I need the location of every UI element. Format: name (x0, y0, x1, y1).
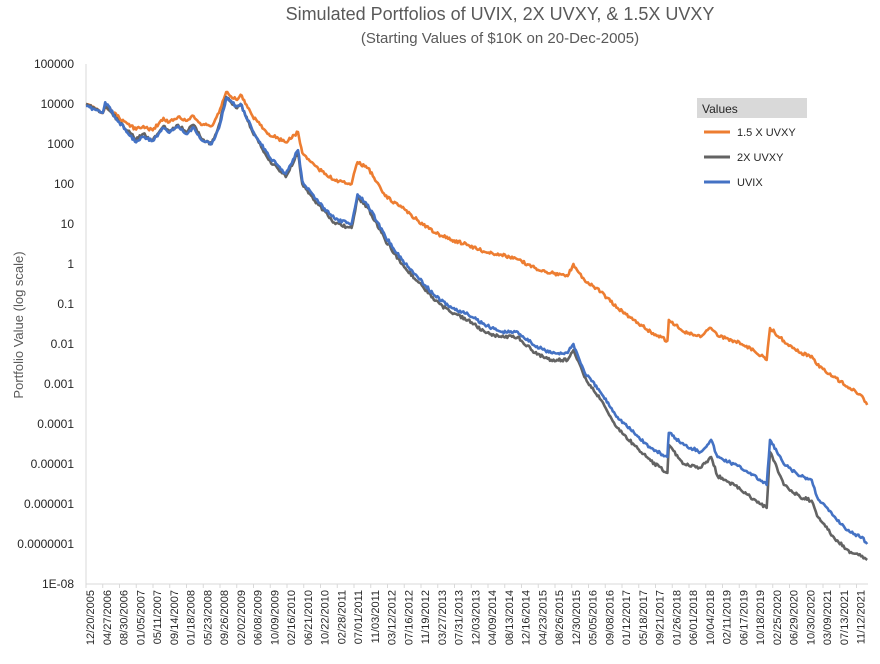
x-tick-label: 07/16/2012 (403, 590, 415, 645)
x-tick-label: 08/26/2015 (554, 590, 566, 645)
y-tick-label: 0.0000001 (17, 537, 74, 551)
x-tick-label: 10/30/2020 (805, 590, 817, 645)
x-tick-label: 02/16/2010 (286, 590, 298, 645)
y-tick-label: 0.00001 (31, 457, 75, 471)
x-tick-label: 12/20/2005 (85, 590, 97, 645)
series-line-1-5-x-uvxy (85, 90, 869, 406)
x-tick-label: 11/12/2021 (856, 590, 868, 644)
x-tick-label: 04/23/2015 (537, 590, 549, 645)
x-tick-label: 12/16/2014 (521, 590, 533, 645)
x-tick-label: 06/21/2010 (303, 590, 315, 645)
y-tick-label: 1E-08 (42, 577, 74, 591)
y-tick-label: 0.1 (57, 297, 74, 311)
x-tick-label: 12/30/2015 (571, 590, 583, 645)
legend: Values 1.5 X UVXY 2X UVXY UVIX (697, 98, 807, 189)
x-tick-label: 10/04/2018 (705, 590, 717, 645)
x-tick-label: 07/31/2013 (454, 590, 466, 645)
chart-title: Simulated Portfolios of UVIX, 2X UVXY, &… (286, 4, 715, 24)
legend-title-box (697, 98, 807, 118)
y-tick-label: 0.000001 (24, 497, 74, 511)
x-tick-label: 11/19/2012 (420, 590, 432, 644)
x-tick-label: 08/13/2014 (504, 590, 516, 645)
legend-label: 1.5 X UVXY (737, 127, 796, 139)
x-tick-label: 02/28/2011 (336, 590, 348, 644)
y-tick-label: 0.01 (51, 337, 75, 351)
x-tick-label: 10/22/2010 (320, 590, 332, 645)
series-line-uvix (85, 96, 869, 545)
x-tick-label: 01/12/2017 (621, 590, 633, 645)
chart-subtitle: (Starting Values of $10K on 20-Dec-2005) (361, 30, 639, 47)
axes-layer: 100000 10000 1000 100 10 1 0.1 0.01 0.001 0.0001 0… (17, 57, 868, 645)
series-line-2x-uvxy (85, 95, 868, 561)
x-tick-label: 05/05/2016 (588, 590, 600, 645)
x-tick-label: 01/05/2007 (135, 590, 147, 645)
x-tick-label: 09/08/2016 (604, 590, 616, 645)
x-tick-label: 01/18/2008 (186, 590, 198, 645)
x-tick-label: 09/14/2007 (169, 590, 181, 645)
x-tick-label: 01/26/2018 (671, 590, 683, 645)
x-tick-label: 02/11/2019 (722, 590, 734, 644)
x-tick-label: 07/01/2011 (353, 590, 365, 644)
y-tick-label: 100000 (34, 57, 74, 71)
x-tick-label: 12/03/2013 (470, 590, 482, 645)
x-tick-label: 05/11/2007 (152, 590, 164, 644)
legend-title: Values (702, 102, 738, 116)
y-tick-label: 0.0001 (37, 417, 74, 431)
x-tick-label: 05/23/2008 (202, 590, 214, 645)
x-tick-label: 05/18/2017 (638, 590, 650, 645)
x-tick-label: 09/21/2017 (655, 590, 667, 645)
y-tick-label: 10 (61, 217, 75, 231)
x-tick-label: 06/08/2009 (253, 590, 265, 645)
x-tick-label: 09/26/2008 (219, 590, 231, 645)
x-tick-label: 08/30/2006 (119, 590, 131, 645)
series-layer (85, 90, 869, 561)
x-tick-label: 03/09/2021 (822, 590, 834, 645)
x-tick-label: 02/02/2009 (236, 590, 248, 645)
y-tick-label: 1000 (47, 137, 74, 151)
x-tick-label: 03/27/2013 (437, 590, 449, 645)
x-tick-label: 07/13/2021 (839, 590, 851, 645)
x-tick-label: 06/01/2018 (688, 590, 700, 645)
y-tick-label: 0.001 (44, 377, 74, 391)
legend-label: 2X UVXY (737, 152, 784, 164)
y-axis-title: Portfolio Value (log scale) (11, 251, 26, 398)
legend-label: UVIX (737, 177, 763, 189)
x-tick-label: 10/18/2019 (755, 590, 767, 645)
x-tick-label: 03/12/2012 (387, 590, 399, 645)
x-tick-label: 06/17/2019 (738, 590, 750, 645)
x-tick-label: 06/29/2020 (789, 590, 801, 645)
x-tick-label: 10/09/2009 (269, 590, 281, 645)
y-tick-label: 100 (54, 177, 74, 191)
x-tick-label: 04/27/2006 (102, 590, 114, 645)
x-tick-label: 04/09/2014 (487, 590, 499, 645)
y-tick-label: 10000 (41, 97, 75, 111)
x-tick-label: 11/03/2011 (370, 590, 382, 643)
x-tick-label: 02/25/2020 (772, 590, 784, 645)
y-tick-label: 1 (67, 257, 74, 271)
